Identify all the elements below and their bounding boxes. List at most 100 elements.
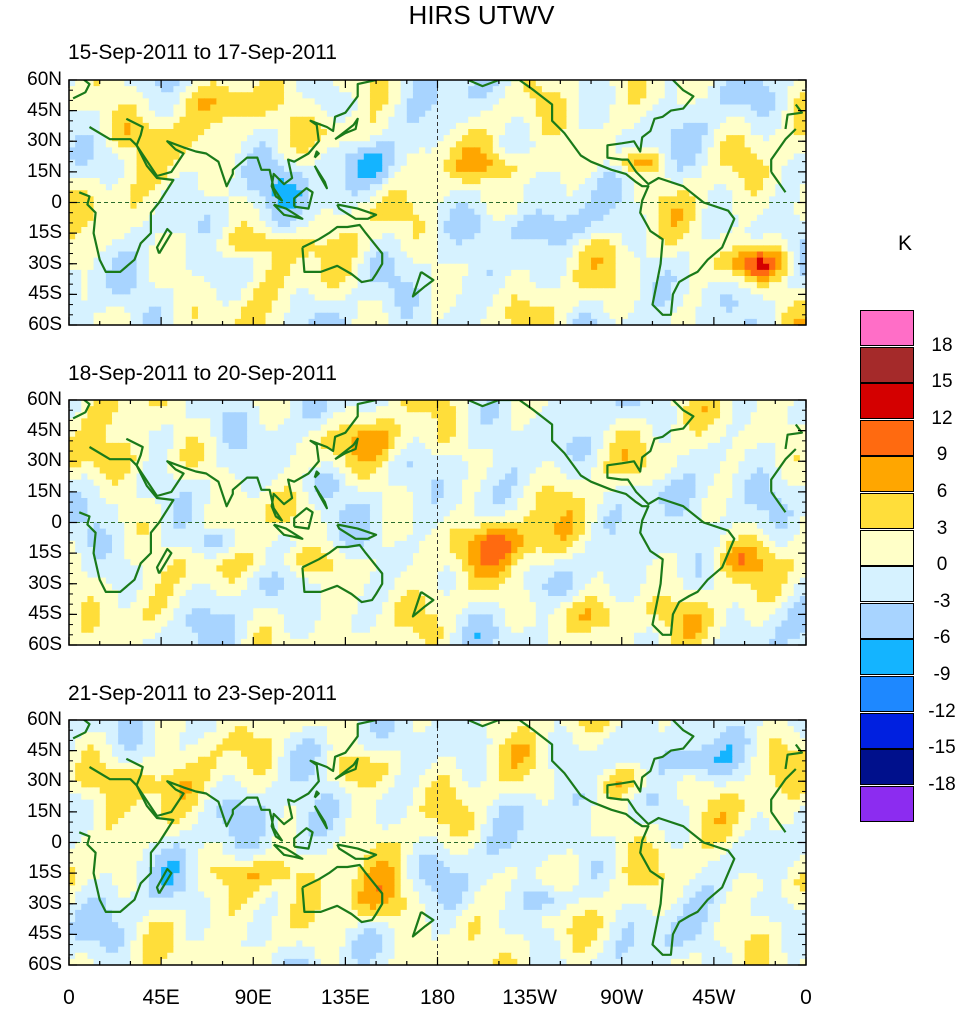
anomaly-field-3 <box>69 720 806 965</box>
colorbar-label: -6 <box>933 627 951 649</box>
coastline <box>313 805 328 830</box>
lat-label: 45N <box>27 419 62 441</box>
coastline <box>301 863 384 924</box>
lat-label: 45N <box>27 739 62 761</box>
colorbar-label: 15 <box>931 371 953 393</box>
colorbar-label: 0 <box>936 554 948 576</box>
lat-label: 30N <box>27 130 62 152</box>
lat-label: 0 <box>51 511 62 533</box>
colorbar-box <box>860 383 914 420</box>
coastline <box>336 843 378 860</box>
lat-label: 0 <box>51 831 62 853</box>
colorbar-box <box>860 785 914 822</box>
coastline <box>467 80 736 316</box>
coastline <box>155 547 173 575</box>
lat-label: 15S <box>28 862 62 884</box>
colorbar-box <box>860 602 914 639</box>
lat-label: 60N <box>27 69 62 90</box>
lat-label: 15N <box>27 800 62 822</box>
coastline <box>467 720 736 956</box>
coastline <box>334 117 359 141</box>
lat-label: 15N <box>27 160 62 182</box>
coastline <box>411 590 435 618</box>
lon-label: 135E <box>320 986 370 1009</box>
coastline <box>72 720 803 770</box>
lat-label: 15S <box>28 222 62 244</box>
colorbar-label: -3 <box>933 590 951 612</box>
colorbar-box <box>860 529 914 566</box>
panel-1-title: 15-Sep-2011 to 17-Sep-2011 <box>68 41 337 64</box>
coastline <box>334 757 359 781</box>
coastline <box>301 223 384 284</box>
lat-label: 60S <box>28 954 62 975</box>
coastline <box>125 400 377 522</box>
colorbar-label: -9 <box>933 664 951 685</box>
colorbar-label: 3 <box>936 517 948 539</box>
coastline <box>293 187 314 210</box>
coastline <box>301 543 384 604</box>
colorbar-box <box>860 493 914 529</box>
colorbar-box <box>860 346 914 383</box>
lat-label: 60N <box>27 709 62 730</box>
coastline <box>72 80 803 130</box>
lat-label: 45S <box>28 283 62 305</box>
coastline <box>155 867 173 895</box>
colorbar-box <box>860 749 914 786</box>
lat-label: 30S <box>28 572 62 594</box>
lat-label: 30N <box>27 450 62 472</box>
coastline <box>313 165 328 190</box>
lat-label: 45N <box>27 99 62 121</box>
coastline <box>313 485 328 510</box>
coastline <box>467 400 736 636</box>
coastline <box>336 203 378 220</box>
colorbar-box <box>860 676 914 712</box>
panel-3-title: 21-Sep-2011 to 23-Sep-2011 <box>68 682 337 705</box>
coastline <box>272 203 304 220</box>
coastline <box>313 470 320 479</box>
colorbar-box <box>860 419 914 456</box>
colorbar-box <box>860 639 914 676</box>
lon-label: 180 <box>419 986 456 1009</box>
colorbar-label: 12 <box>931 407 953 429</box>
panel-2-title: 18-Sep-2011 to 20-Sep-2011 <box>68 362 337 385</box>
lat-label: 0 <box>51 191 62 213</box>
coastline <box>336 523 378 540</box>
lon-label: 0 <box>63 986 75 1009</box>
colorbar-label: 6 <box>936 481 948 502</box>
lon-label: 90W <box>600 986 644 1009</box>
lon-label: 0 <box>800 986 812 1009</box>
lat-label: 15S <box>28 542 62 564</box>
coastline <box>125 720 377 842</box>
coastline <box>155 227 173 255</box>
coastline <box>272 843 304 860</box>
lon-label: 90E <box>234 986 272 1009</box>
lat-label: 30S <box>28 892 62 914</box>
coastline <box>411 910 435 938</box>
anomaly-field-2 <box>69 400 806 645</box>
colorbar-label: 18 <box>931 334 953 356</box>
lon-label: 45W <box>692 986 736 1009</box>
lat-label: 45S <box>28 923 62 945</box>
coastline <box>293 827 314 850</box>
coastline <box>313 150 320 159</box>
lon-label: 45E <box>142 986 180 1009</box>
lon-label: 135W <box>502 986 558 1009</box>
lat-label: 60S <box>28 634 62 655</box>
coastline <box>272 523 304 540</box>
figure-title: HIRS UTWV <box>408 0 555 30</box>
anomaly-field-1 <box>69 80 806 325</box>
coastline <box>125 80 377 202</box>
coastline <box>293 507 314 530</box>
colorbar-label: -12 <box>928 700 956 722</box>
lat-label: 60N <box>27 389 62 410</box>
colorbar-label: -15 <box>928 737 956 759</box>
lat-label: 60S <box>28 314 62 335</box>
coastline <box>313 790 320 799</box>
colorbar-box <box>860 566 914 603</box>
coastline <box>334 437 359 461</box>
coastline <box>72 400 803 450</box>
colorbar-label: 9 <box>936 444 948 466</box>
colorbar <box>860 310 916 822</box>
colorbar-box <box>860 310 914 346</box>
